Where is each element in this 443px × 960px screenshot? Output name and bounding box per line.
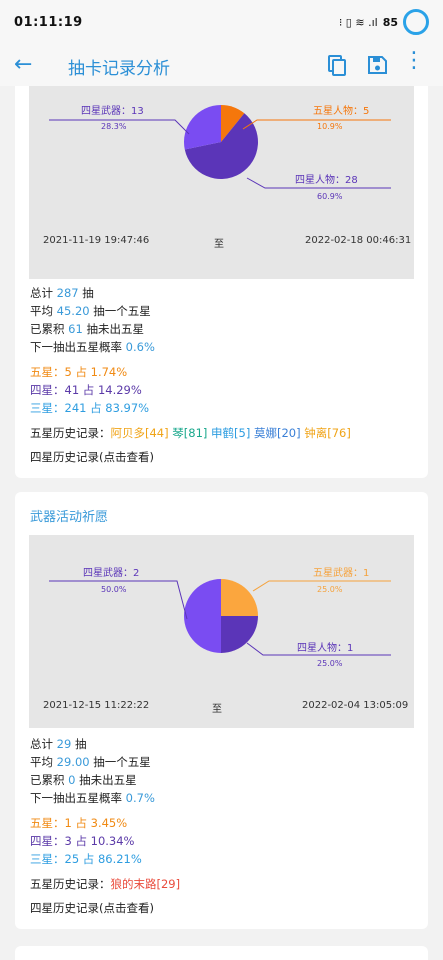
- accumulated-line: 已累积 0 抽未出五星: [30, 773, 137, 787]
- four-star-line: 四星：41 占 14.29%: [30, 383, 142, 397]
- avg-line: 平均 29.00 抽一个五星: [30, 755, 151, 769]
- card-weapon-wish: 武器活动祈愿 四星武器：2 50.0% 五星武器：1 25.0% 四星人物：1 …: [15, 492, 428, 929]
- five-star-history: 五星历史记录：狼的末路[29]: [30, 877, 181, 891]
- card-next: [15, 946, 428, 960]
- avg-line: 平均 45.20 抽一个五星: [30, 304, 151, 318]
- leader-line: [49, 119, 190, 135]
- back-arrow-icon[interactable]: ←: [14, 52, 33, 77]
- leader-line: [49, 580, 188, 620]
- slice-label-5star-char: 五星人物：5: [313, 106, 370, 117]
- copy-icon[interactable]: [326, 54, 348, 76]
- three-star-line: 三星：241 占 83.97%: [30, 401, 150, 415]
- date-end: 2022-02-18 00:46:31: [305, 235, 412, 246]
- history-entry: 莫娜[20]: [253, 426, 305, 440]
- save-icon[interactable]: [366, 54, 388, 76]
- page-title: 抽卡记录分析: [68, 59, 170, 79]
- status-bar: 01:11:19 ⁝ ▯ ≋ .ıl 85: [0, 0, 443, 46]
- four-star-history-link[interactable]: 四星历史记录(点击查看): [30, 450, 154, 464]
- four-star-history-link[interactable]: 四星历史记录(点击查看): [30, 901, 154, 915]
- slice-label-4star-char: 四星人物：1: [297, 643, 354, 654]
- pie-svg: [49, 579, 391, 656]
- slice-label-4star-char: 四星人物：28: [295, 175, 358, 186]
- four-star-line: 四星：3 占 10.34%: [30, 834, 135, 848]
- date-start: 2021-12-15 11:22:22: [43, 700, 150, 711]
- history-entry: 钟离[76]: [304, 426, 351, 440]
- five-star-line: 五星：1 占 3.45%: [30, 816, 128, 830]
- slice-label-5star-weapon: 五星武器：1: [313, 568, 370, 579]
- five-star-history: 五星历史记录：阿贝多[44] 琴[81] 申鹤[5] 莫娜[20] 钟离[76]: [30, 426, 351, 440]
- next-prob-line: 下一抽出五星概率 0.6%: [30, 340, 155, 354]
- accumulated-line: 已累积 61 抽未出五星: [30, 322, 144, 336]
- next-prob-line: 下一抽出五星概率 0.7%: [30, 791, 155, 805]
- leader-line: [246, 642, 391, 656]
- pie-chart: 四星武器：13 28.3% 五星人物：5 10.9% 四星人物：28 60.9%…: [29, 86, 414, 279]
- total-line: 总计 287 抽: [30, 286, 94, 300]
- slice-pct-4star-weapon: 28.3%: [101, 122, 127, 131]
- leader-line: [252, 580, 391, 592]
- pie-slice-五星武器: [221, 579, 258, 616]
- slice-pct-5star-weapon: 25.0%: [317, 585, 343, 594]
- stats-block: 总计 287 抽 平均 45.20 抽一个五星 已累积 61 抽未出五星 下一抽…: [30, 284, 351, 466]
- card-title: 武器活动祈愿: [30, 510, 109, 525]
- pie-slice-四星人物: [221, 616, 258, 653]
- battery-icon: [403, 9, 429, 35]
- card-character-wish: 四星武器：13 28.3% 五星人物：5 10.9% 四星人物：28 60.9%…: [15, 86, 428, 478]
- pie-slice-五星人物: [221, 105, 245, 142]
- history-entry: 琴[81]: [172, 426, 212, 440]
- total-line: 总计 29 抽: [30, 737, 87, 751]
- status-time: 01:11:19: [14, 15, 83, 30]
- pie-slice-四星武器: [184, 579, 221, 653]
- slice-pct-4star-char: 60.9%: [317, 192, 343, 201]
- pie-slice-四星武器: [184, 105, 221, 150]
- pie-svg: [49, 105, 391, 189]
- pie-chart: 四星武器：2 50.0% 五星武器：1 25.0% 四星人物：1 25.0% 2…: [29, 535, 414, 728]
- date-start: 2021-11-19 19:47:46: [43, 235, 150, 246]
- slice-label-4star-weapon: 四星武器：2: [83, 568, 140, 579]
- slice-pct-5star-char: 10.9%: [317, 122, 343, 131]
- status-icons: ⁝ ▯ ≋ .ıl 85: [339, 9, 429, 35]
- history-entry: 阿贝多[44]: [110, 426, 173, 440]
- app-bar: ← 抽卡记录分析 ⋮: [0, 46, 443, 86]
- three-star-line: 三星：25 占 86.21%: [30, 852, 142, 866]
- pie-slice-四星人物: [184, 113, 258, 180]
- stats-block: 总计 29 抽 平均 29.00 抽一个五星 已累积 0 抽未出五星 下一抽出五…: [30, 735, 180, 917]
- leader-line: [242, 119, 391, 130]
- slice-label-4star-weapon: 四星武器：13: [81, 106, 144, 117]
- signal-icons: ⁝ ▯ ≋ .ıl: [338, 15, 378, 29]
- battery-level: 85: [382, 15, 398, 29]
- slice-pct-4star-weapon: 50.0%: [101, 585, 127, 594]
- date-sep: 至: [212, 704, 222, 715]
- more-menu-icon[interactable]: ⋮: [403, 48, 425, 73]
- history-entry: 狼的末路[29]: [110, 877, 181, 891]
- five-star-line: 五星：5 占 1.74%: [30, 365, 128, 379]
- slice-pct-4star-char: 25.0%: [317, 659, 343, 668]
- date-end: 2022-02-04 13:05:09: [302, 700, 409, 711]
- date-sep: 至: [214, 239, 224, 250]
- history-entry: 申鹤[5]: [211, 426, 254, 440]
- content-scroll[interactable]: 四星武器：13 28.3% 五星人物：5 10.9% 四星人物：28 60.9%…: [0, 86, 443, 960]
- leader-line: [246, 177, 391, 189]
